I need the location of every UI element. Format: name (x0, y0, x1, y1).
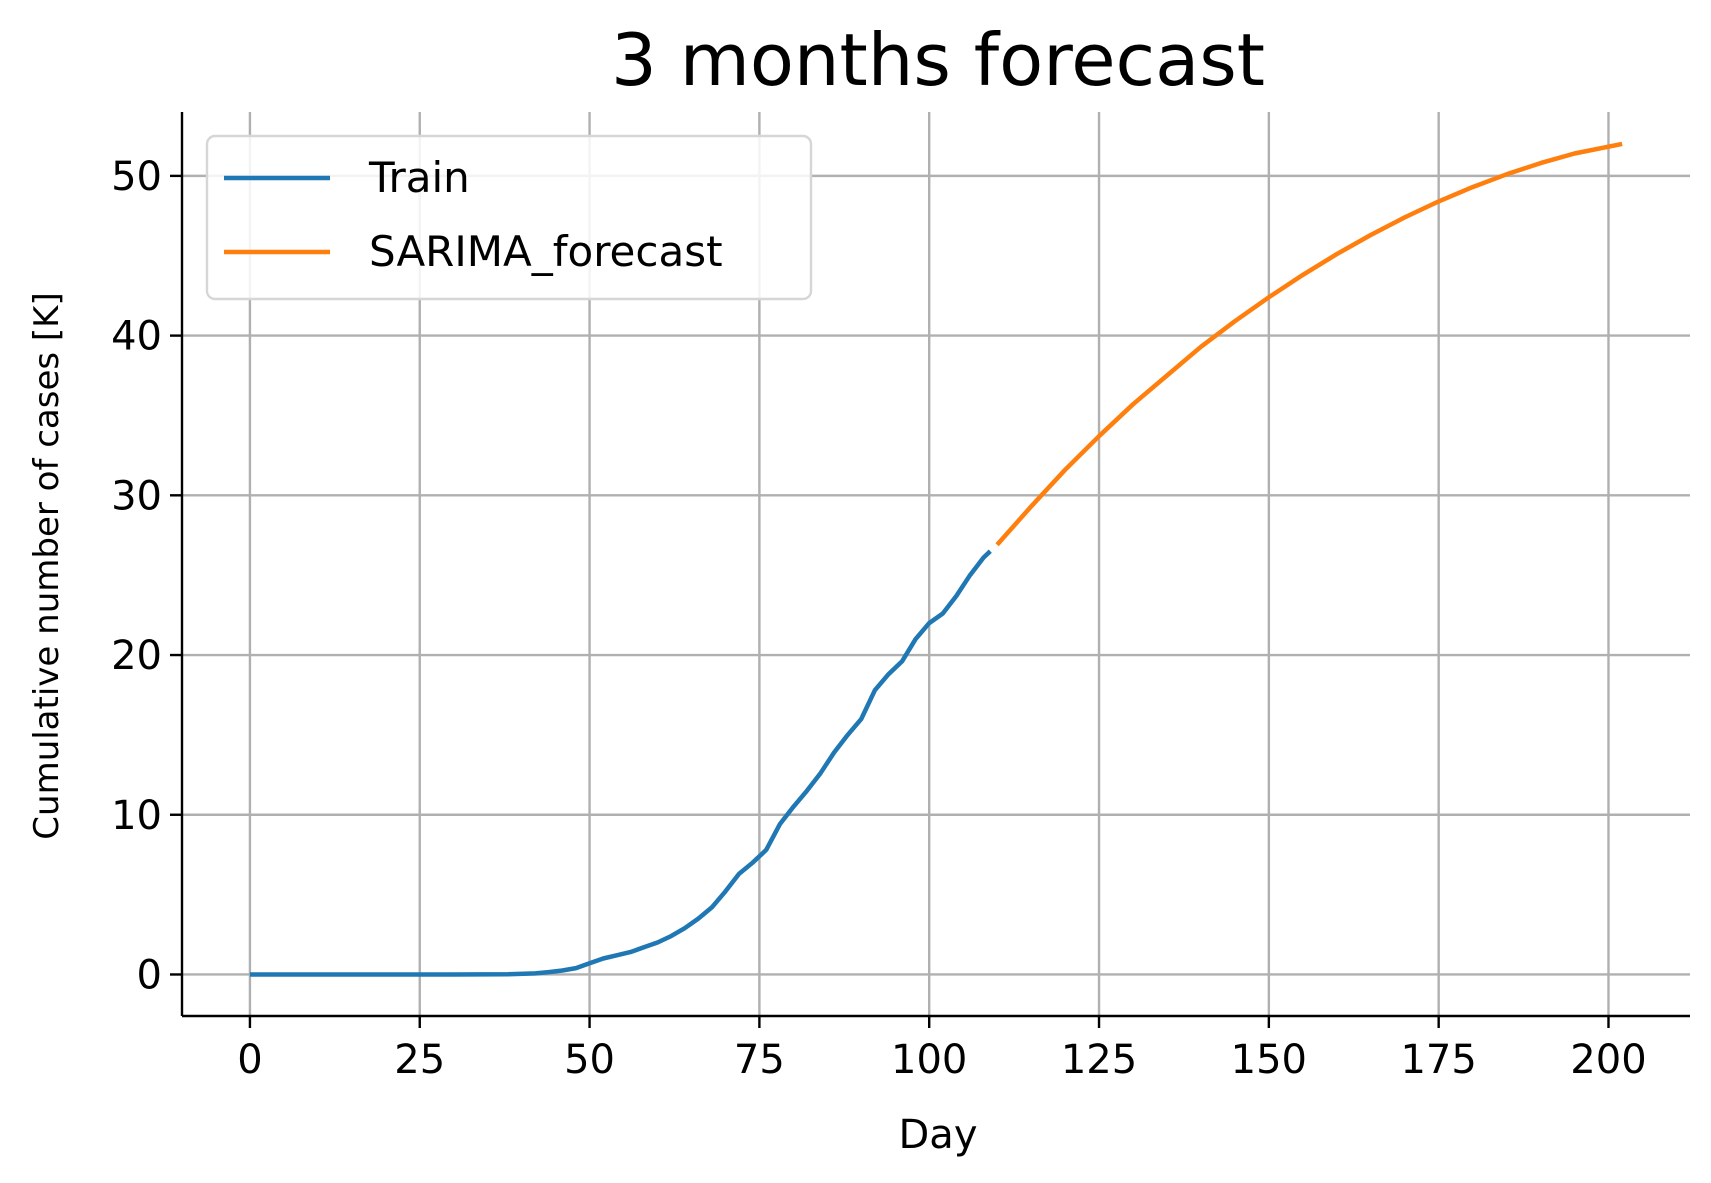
chart-title: 3 months forecast (611, 18, 1265, 102)
legend: Train SARIMA_forecast (205, 134, 813, 301)
y-tick-label: 10 (111, 793, 162, 839)
legend-box (205, 134, 813, 301)
x-tick-label: 125 (1061, 1037, 1137, 1083)
series-line-train (249, 549, 992, 977)
series-line-sarima-forecast (995, 141, 1623, 547)
x-tick-label: 150 (1231, 1037, 1307, 1083)
axes (170, 112, 1690, 1028)
x-tick-label: 25 (394, 1037, 445, 1083)
y-tick-label: 40 (111, 314, 162, 360)
y-tick-label: 50 (111, 154, 162, 200)
x-tick-label: 75 (734, 1037, 785, 1083)
y-axis-label: Cumulative number of cases [K] (27, 292, 67, 839)
y-tick-label: 30 (111, 473, 162, 519)
x-axis-label: Day (899, 1112, 978, 1158)
x-tick-label: 50 (564, 1037, 615, 1083)
x-tick-label: 0 (237, 1037, 262, 1083)
x-tick-label: 200 (1570, 1037, 1646, 1083)
y-tick-label: 0 (137, 952, 162, 998)
legend-label-sarima-forecast: SARIMA_forecast (369, 227, 723, 276)
x-tick-label: 100 (891, 1037, 967, 1083)
series-lines (249, 141, 1623, 977)
grid (182, 112, 1690, 1016)
y-tick-label: 20 (111, 633, 162, 679)
legend-label-train: Train (368, 153, 470, 202)
tick-labels: 0 25 50 75 100 125 150 175 200 0 10 20 30 40 50 (111, 154, 1647, 1083)
x-tick-label: 175 (1400, 1037, 1476, 1083)
